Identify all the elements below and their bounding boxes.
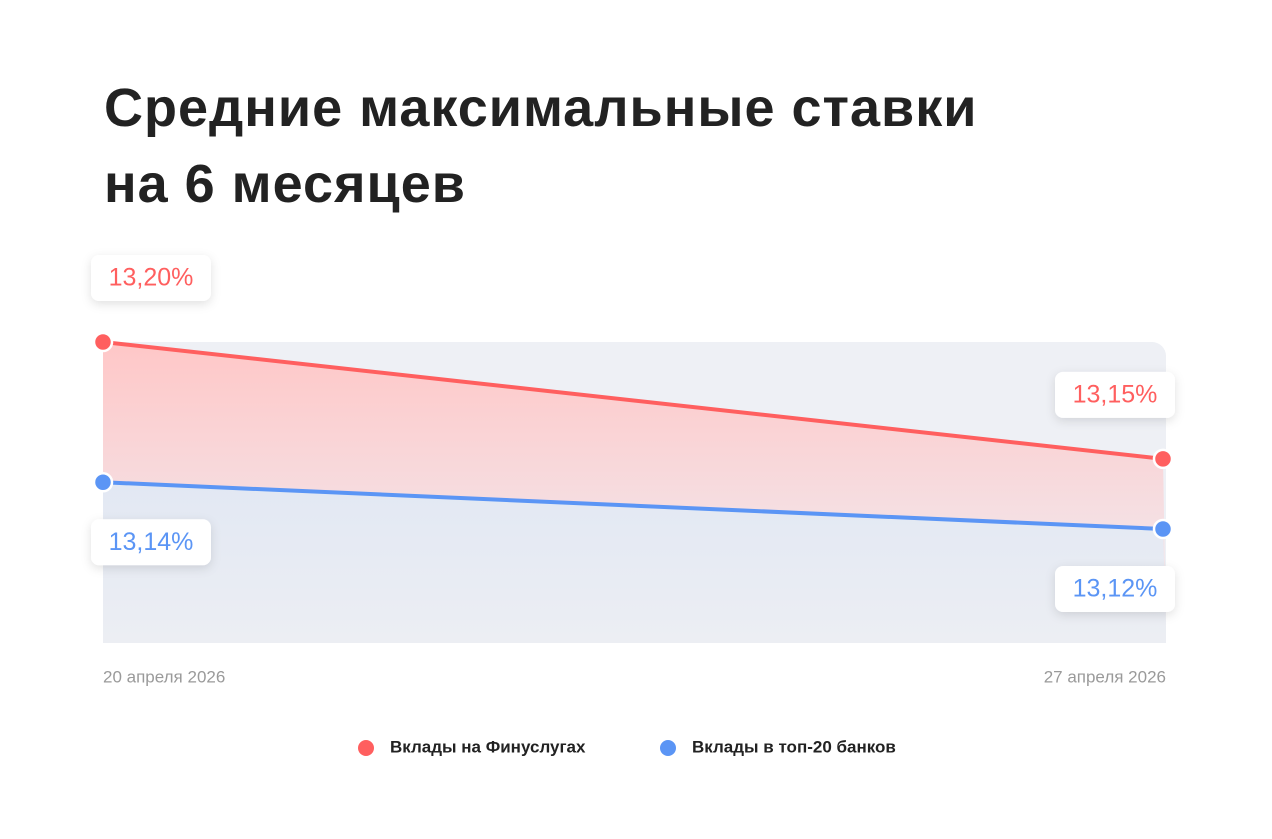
legend-marker xyxy=(660,740,676,756)
point xyxy=(1152,448,1174,470)
legend-marker xyxy=(358,740,374,756)
value-label: 13,20% xyxy=(91,255,211,301)
value-label: 13,14% xyxy=(91,519,211,566)
value-label: 13,12% xyxy=(1055,566,1175,612)
line xyxy=(102,340,1164,461)
value-label-box xyxy=(91,255,211,301)
x-tick-label: 27 апреля 2026 xyxy=(1044,667,1166,686)
point xyxy=(1152,518,1174,540)
value-label-text: 13,12% xyxy=(1073,575,1158,603)
point xyxy=(92,472,114,493)
value-label-box xyxy=(1055,371,1175,418)
value-label-box xyxy=(91,519,211,566)
chart-title: Средние максимальные ставки на 6 месяцев xyxy=(104,78,978,214)
point xyxy=(92,331,114,353)
value-label-text: 13,14% xyxy=(109,528,194,556)
value-label-text: 13,15% xyxy=(1073,380,1158,408)
line xyxy=(102,480,1164,531)
x-tick-label: 20 апреля 2026 xyxy=(103,667,225,686)
value-label: 13,15% xyxy=(1055,371,1175,418)
value-label-box xyxy=(1055,566,1175,612)
legend-label: Вклады на Финуслугах xyxy=(390,737,586,756)
legend-label: Вклады в топ-20 банков xyxy=(692,737,896,756)
value-label-text: 13,20% xyxy=(109,264,194,292)
area xyxy=(103,482,1166,643)
